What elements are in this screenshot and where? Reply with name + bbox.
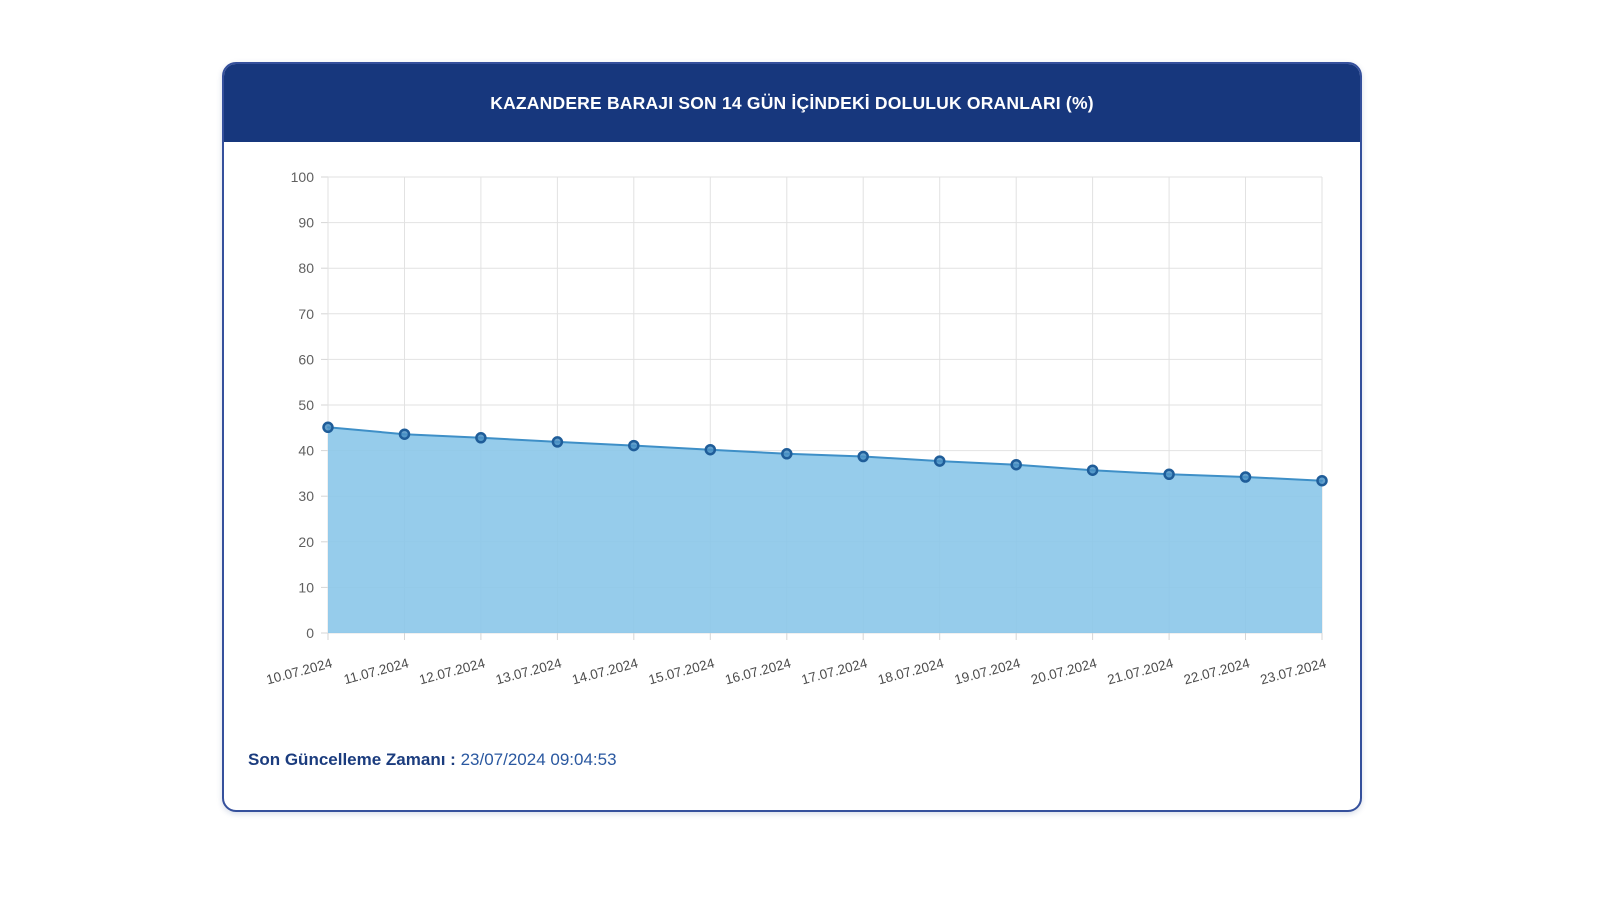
data-point[interactable] xyxy=(322,421,334,434)
y-axis-label: 50 xyxy=(298,397,314,413)
x-axis-label: 16.07.2024 xyxy=(723,655,793,687)
y-axis-label: 20 xyxy=(298,534,314,550)
y-axis-label: 0 xyxy=(306,625,314,641)
data-point[interactable] xyxy=(857,450,869,463)
x-axis-label: 17.07.2024 xyxy=(800,655,870,687)
y-axis-label: 70 xyxy=(298,306,314,322)
x-axis-label: 20.07.2024 xyxy=(1029,655,1099,687)
dam-fill-rate-card: KAZANDERE BARAJI SON 14 GÜN İÇİNDEKİ DOL… xyxy=(222,62,1362,812)
x-axis-label: 13.07.2024 xyxy=(494,655,564,687)
last-update-separator: : xyxy=(445,750,461,769)
data-point[interactable] xyxy=(1010,458,1022,471)
x-axis-label: 18.07.2024 xyxy=(876,655,946,687)
data-point[interactable] xyxy=(475,432,487,444)
x-axis-label: 14.07.2024 xyxy=(570,655,640,687)
y-axis-label: 80 xyxy=(298,260,314,276)
x-axis-label: 23.07.2024 xyxy=(1259,655,1329,687)
y-axis-label: 100 xyxy=(291,169,315,185)
data-point[interactable] xyxy=(398,428,411,440)
y-axis-label: 40 xyxy=(298,443,314,459)
trend-line xyxy=(327,426,1323,482)
last-update-label: Son Güncelleme Zamanı xyxy=(248,750,446,769)
data-point[interactable] xyxy=(704,443,717,456)
y-axis-label: 30 xyxy=(298,488,314,504)
chart-title: KAZANDERE BARAJI SON 14 GÜN İÇİNDEKİ DOL… xyxy=(490,92,1094,113)
y-axis-label: 60 xyxy=(298,351,314,367)
x-axis-label: 12.07.2024 xyxy=(418,655,488,687)
fill-rate-chart[interactable]: 0 10 20 30 40 50 60 70 80 90 100 10.07.2024 11.07.20… xyxy=(224,142,1360,727)
data-point[interactable] xyxy=(1163,468,1175,481)
last-update: Son Güncelleme Zamanı : 23/07/2024 09:04… xyxy=(248,750,617,770)
area-fill xyxy=(328,427,1322,633)
data-point[interactable] xyxy=(1086,464,1099,476)
x-axis-label: 10.07.2024 xyxy=(265,655,335,687)
x-axis-label: 22.07.2024 xyxy=(1182,655,1252,687)
data-point[interactable] xyxy=(1316,474,1328,487)
data-point[interactable] xyxy=(781,448,793,460)
x-axis-label: 19.07.2024 xyxy=(953,655,1023,687)
data-point[interactable] xyxy=(551,436,564,448)
card-header: KAZANDERE BARAJI SON 14 GÜN İÇİNDEKİ DOL… xyxy=(224,64,1360,142)
x-axis-label: 21.07.2024 xyxy=(1106,655,1176,687)
data-point[interactable] xyxy=(628,439,640,452)
x-axis-label: 11.07.2024 xyxy=(342,655,411,687)
data-point[interactable] xyxy=(1239,471,1252,483)
y-axis-label: 90 xyxy=(298,215,314,231)
y-axis-label: 10 xyxy=(298,579,314,595)
chart-canvas[interactable]: 0 10 20 30 40 50 60 70 80 90 100 10.07.2024 11.07.20… xyxy=(224,142,1360,727)
x-axis-label: 15.07.2024 xyxy=(647,655,717,687)
data-point[interactable] xyxy=(933,455,946,467)
last-update-value: 23/07/2024 09:04:53 xyxy=(460,750,617,769)
